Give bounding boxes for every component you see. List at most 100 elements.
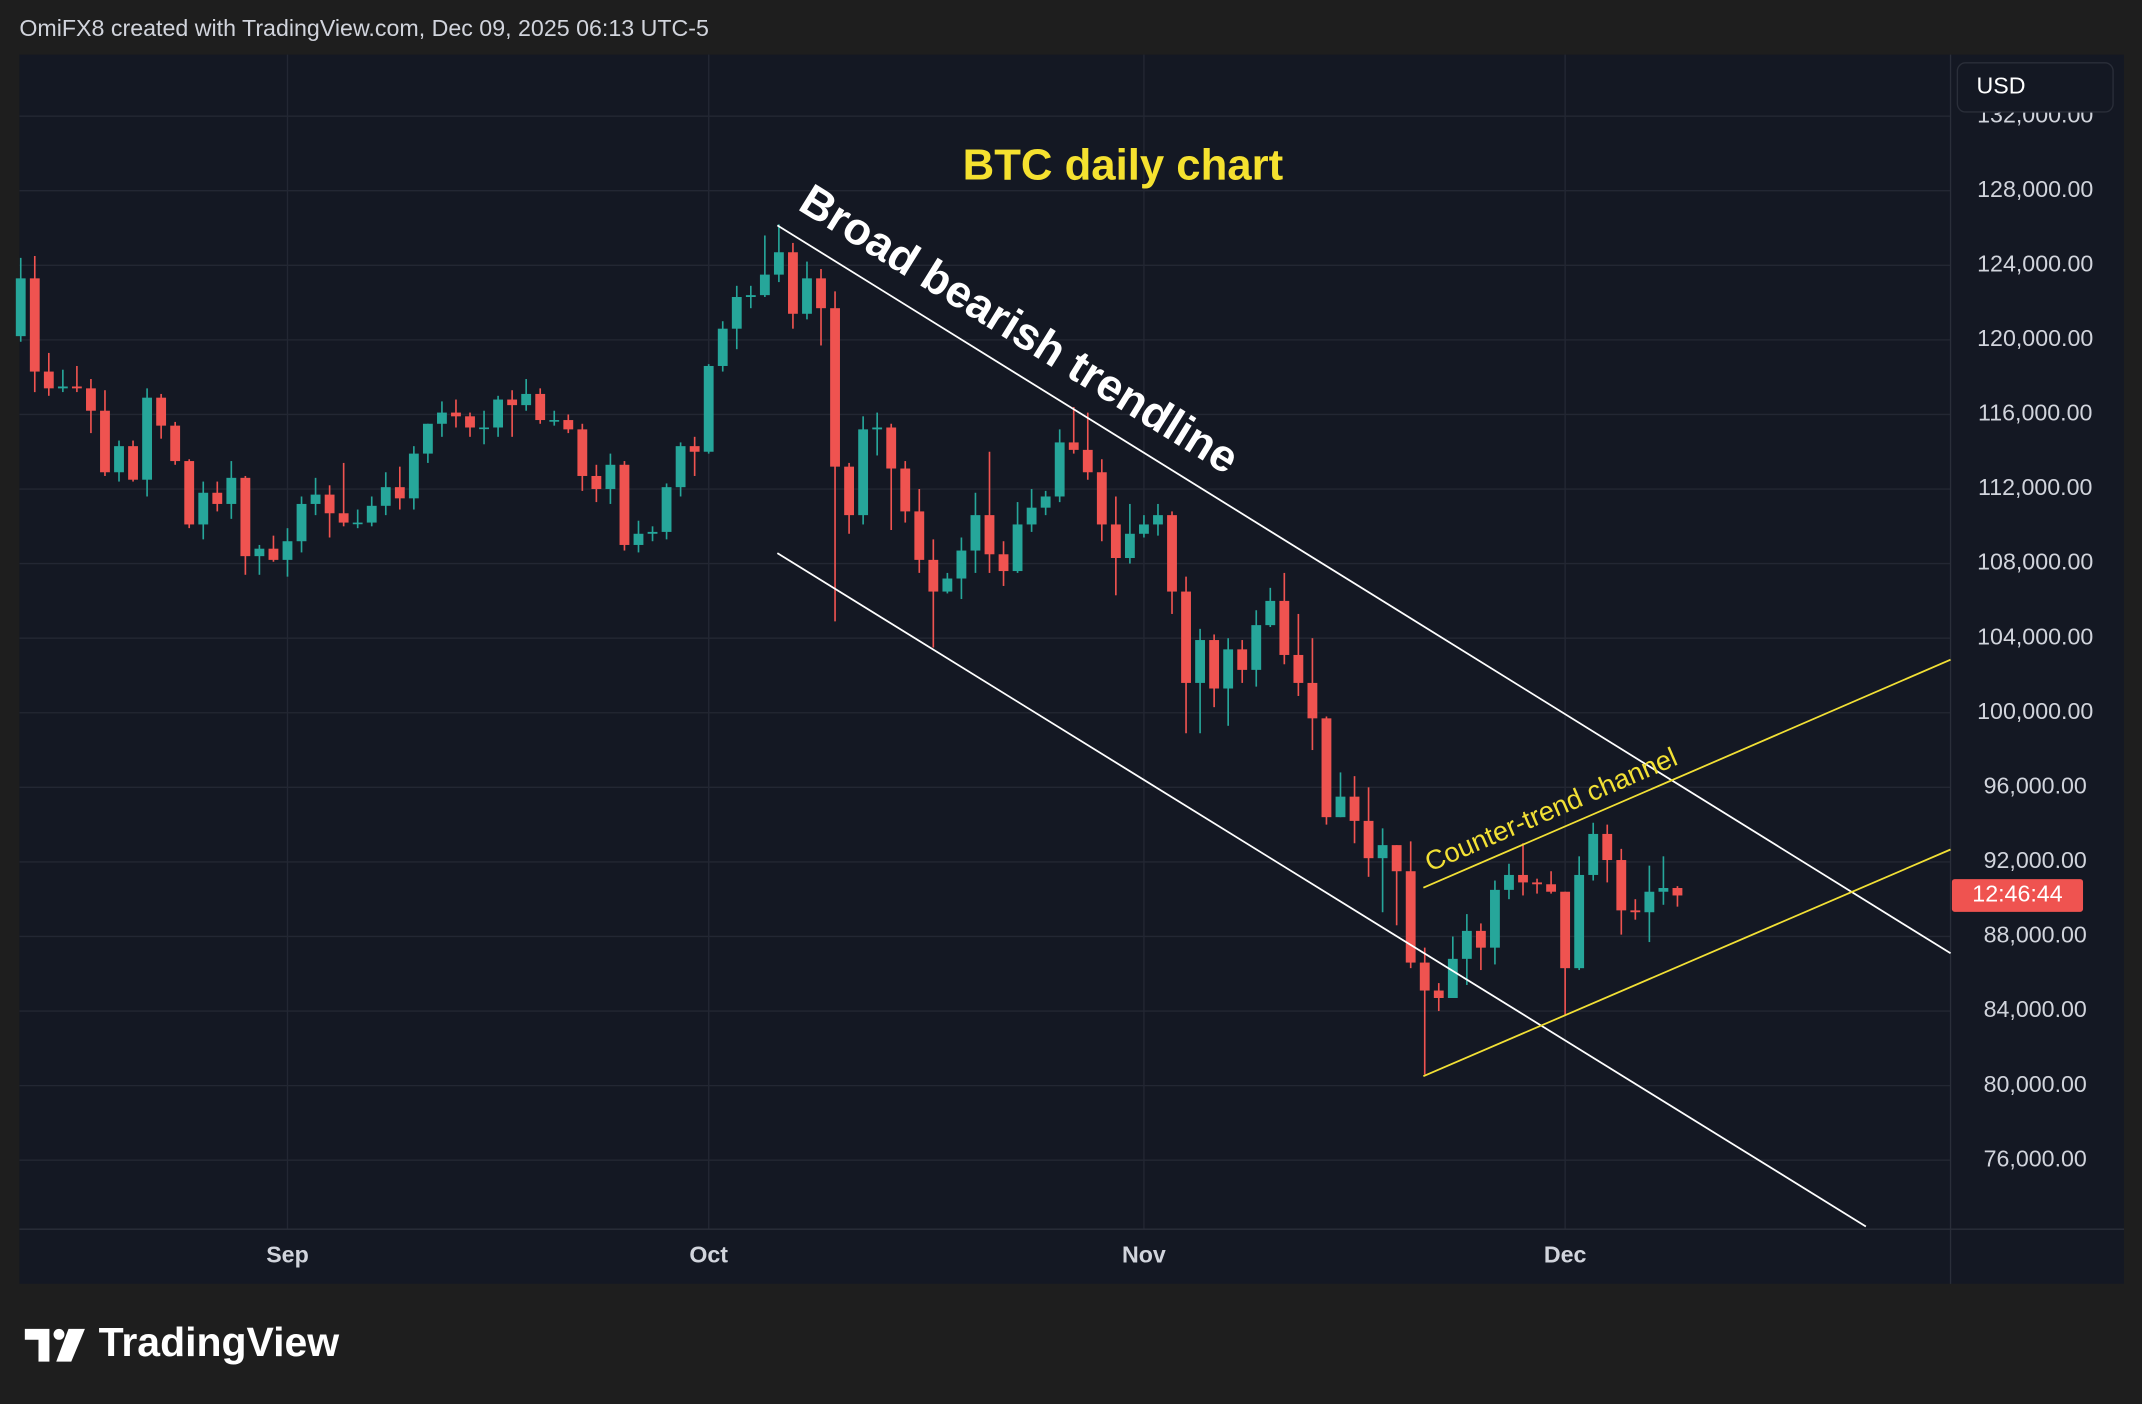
candle-body	[703, 365, 714, 452]
candle-body	[437, 412, 447, 424]
y-tick-label: 120,000.00	[1977, 325, 2093, 351]
candle-body	[1490, 889, 1500, 948]
candle-body	[773, 252, 784, 275]
x-tick-label: Dec	[1544, 1242, 1587, 1268]
candle-body	[366, 505, 377, 523]
y-tick-label: 80,000.00	[1984, 1071, 2087, 1097]
candle-body	[1574, 874, 1585, 969]
candle-body	[1251, 625, 1262, 670]
candle-body	[872, 427, 883, 430]
candle-body	[1447, 958, 1458, 999]
candle-body	[71, 386, 82, 389]
x-tick-label: Sep	[266, 1242, 309, 1268]
candle-body	[858, 429, 869, 516]
candle-body	[1588, 833, 1599, 875]
candle-body	[619, 464, 630, 545]
candle-body	[212, 492, 223, 504]
candle-body	[43, 371, 54, 389]
candle-body	[479, 427, 489, 430]
candle-body	[1461, 930, 1472, 959]
candle-body	[984, 515, 995, 555]
candle-body	[1630, 910, 1641, 913]
candle-body	[717, 328, 728, 366]
candle-body	[352, 522, 363, 525]
candle-body	[86, 388, 96, 411]
logo-mark	[53, 1328, 65, 1340]
candle-body	[1672, 888, 1683, 896]
candle-body	[240, 477, 251, 557]
channel-upper	[1423, 658, 1951, 889]
candle-body	[184, 461, 195, 525]
candle-body	[380, 487, 391, 506]
candle-body	[226, 477, 237, 504]
y-tick-label: 128,000.00	[1977, 176, 2093, 202]
candle-body	[689, 446, 700, 452]
candle-body	[128, 446, 138, 480]
candle-body	[465, 416, 475, 428]
candle-body	[759, 274, 770, 296]
currency-box	[1956, 62, 2114, 113]
candle-body	[914, 511, 925, 560]
candle-body	[1644, 891, 1655, 913]
candle-body	[1658, 888, 1669, 892]
candle-body	[1349, 796, 1360, 821]
candle-body	[268, 548, 279, 560]
logo-mark	[56, 1328, 85, 1362]
candle-body	[970, 515, 981, 551]
candle-body	[142, 397, 153, 480]
candle-body	[310, 494, 321, 504]
candle-body	[788, 252, 798, 314]
candle-body	[956, 550, 967, 579]
candle-body	[1419, 962, 1430, 991]
candle-body	[1054, 442, 1065, 497]
candle-body	[1279, 600, 1290, 655]
candle-body	[1546, 884, 1557, 892]
candle-body	[1405, 871, 1416, 963]
candle-body	[1124, 533, 1135, 559]
candle-body	[675, 446, 686, 488]
candle-body	[563, 420, 574, 430]
candle-body	[282, 541, 293, 560]
y-tick-label: 76,000.00	[1984, 1145, 2087, 1171]
candle-body	[198, 492, 209, 525]
y-tick-label: 124,000.00	[1977, 250, 2093, 276]
y-tick-label: 112,000.00	[1978, 474, 2092, 500]
candle-body	[844, 466, 855, 516]
candles	[15, 224, 1683, 1075]
candle-body	[1321, 718, 1332, 818]
logo: TradingView	[24, 1319, 339, 1365]
candle-body	[535, 393, 546, 421]
candle-body	[1307, 682, 1318, 719]
candle-body	[1377, 845, 1388, 859]
candle-body	[1237, 649, 1248, 670]
y-tick-label: 116,000.00	[1978, 400, 2092, 426]
candle-body	[254, 548, 265, 557]
currency-label: USD	[1976, 73, 2025, 99]
candle-body	[29, 278, 40, 372]
candle-body	[57, 386, 68, 389]
candle-body	[1209, 640, 1220, 689]
candle-body	[1433, 990, 1444, 999]
plot-background	[19, 54, 2125, 1284]
candle-body	[521, 393, 532, 406]
candle-body	[408, 453, 419, 499]
candle-body	[1139, 524, 1149, 534]
candle-body	[1153, 515, 1163, 525]
x-tick-label: Oct	[689, 1242, 728, 1268]
logo-mark	[24, 1328, 50, 1362]
candle-body	[100, 410, 110, 473]
candle-body	[1096, 472, 1107, 525]
candle-body	[816, 278, 826, 309]
y-tick-label: 108,000.00	[1977, 549, 2093, 575]
candle-body	[1040, 496, 1051, 508]
y-axis: 76,000.00 80,000.00 84,000.00 88,000.00 92,0…	[1951, 101, 2093, 1171]
candle-body	[1616, 860, 1627, 911]
candle-body	[1293, 654, 1304, 683]
price-label	[1951, 879, 2084, 912]
y-tick-label: 96,000.00	[1984, 772, 2087, 798]
candle-body	[324, 494, 335, 514]
candle-body	[886, 427, 897, 469]
candle-body	[1602, 833, 1613, 861]
candle-body	[745, 295, 756, 297]
y-tick-label: 92,000.00	[1984, 847, 2087, 873]
